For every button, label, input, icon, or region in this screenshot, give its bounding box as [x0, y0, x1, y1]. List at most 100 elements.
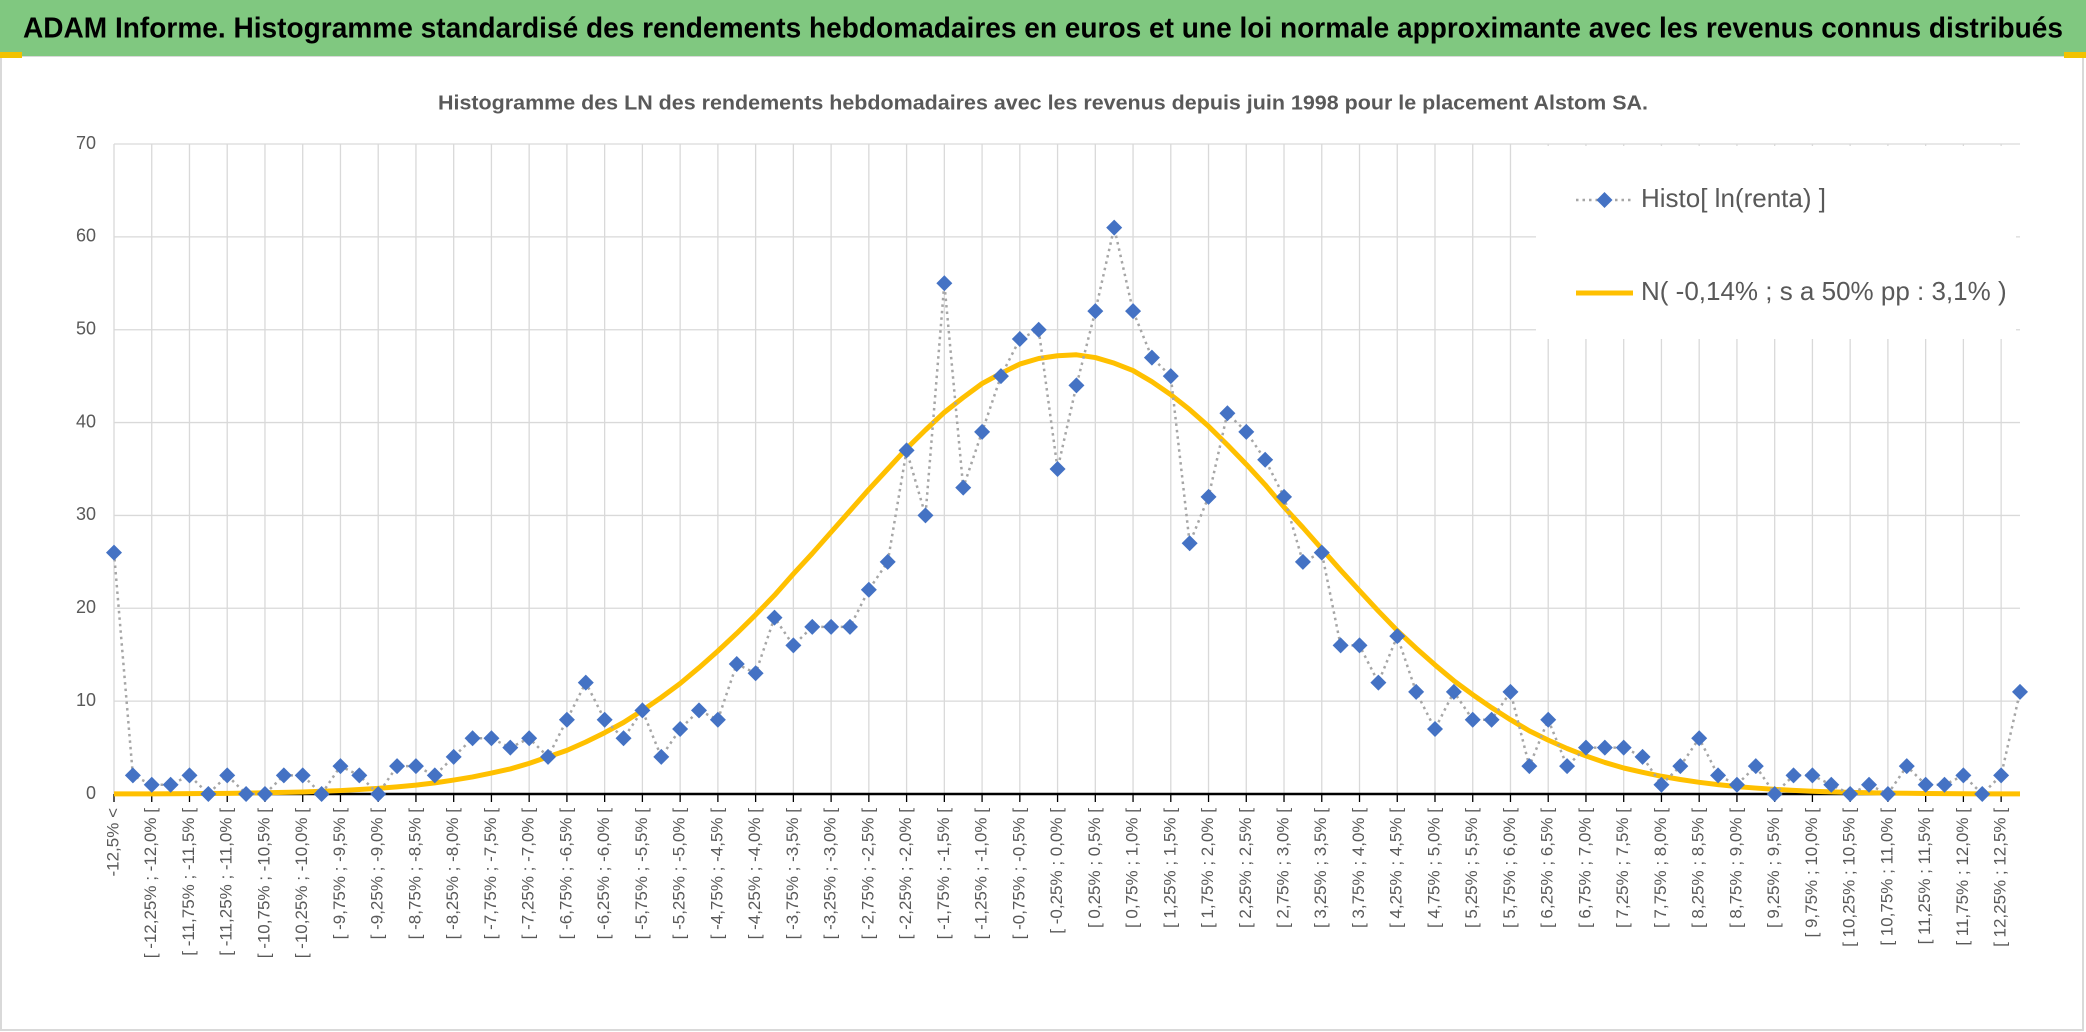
x-tick-label: [ 1,75% ; 2,0% [ [1198, 808, 1217, 928]
marker [955, 479, 972, 496]
marker [1068, 377, 1085, 394]
marker [275, 767, 292, 784]
marker [1728, 776, 1745, 793]
marker [1785, 767, 1802, 784]
x-tick-label: [ -12,25% ; -12,0% [ [141, 808, 160, 959]
marker [1294, 553, 1311, 570]
y-tick-label: 0 [86, 783, 96, 803]
marker [464, 730, 481, 747]
x-tick-label: [ -6,25% ; -6,0% [ [594, 808, 613, 940]
marker [785, 637, 802, 654]
x-tick-label: [ 4,25% ; 4,5% [ [1387, 808, 1406, 928]
marker [351, 767, 368, 784]
y-tick-label: 60 [76, 226, 96, 246]
marker [106, 544, 122, 561]
marker [1408, 683, 1425, 700]
marker [860, 581, 877, 598]
x-tick-label: [ 8,25% ; 8,5% [ [1689, 808, 1708, 928]
x-tick-label: [ -10,25% ; -10,0% [ [292, 808, 311, 959]
marker [558, 711, 575, 728]
marker [502, 739, 519, 756]
x-tick-label: [ 11,25% ; 11,5% [ [1915, 808, 1934, 945]
x-tick-label: [ -1,25% ; -1,0% [ [972, 808, 991, 940]
corner-mark [2064, 52, 2086, 58]
x-tick-label: [ 9,25% ; 9,5% [ [1764, 808, 1783, 928]
marker [1313, 544, 1330, 561]
marker [426, 767, 443, 784]
marker [200, 786, 217, 802]
marker [1747, 758, 1764, 775]
x-tick-label: [ 10,75% ; 11,0% [ [1877, 808, 1896, 946]
marker [1540, 711, 1557, 728]
x-tick-label: [ 2,25% ; 2,5% [ [1236, 808, 1255, 928]
marker [691, 702, 708, 719]
marker [653, 748, 670, 765]
x-tick-label: [ 9,75% ; 10,0% [ [1802, 808, 1821, 938]
corner-mark [0, 52, 22, 58]
marker [596, 711, 613, 728]
x-tick-label: [ -0,75% ; -0,5% [ [1009, 808, 1028, 940]
x-tick-label: [ -6,75% ; -6,5% [ [556, 808, 575, 940]
x-tick-label: [ 0,75% ; 1,0% [ [1123, 808, 1142, 928]
x-tick-label: [ 3,25% ; 3,5% [ [1311, 808, 1330, 928]
marker [804, 618, 821, 635]
x-tick-label: [ 2,75% ; 3,0% [ [1274, 808, 1293, 928]
legend [1536, 146, 2016, 339]
x-tick-label: [ 10,25% ; 10,5% [ [1840, 808, 1859, 947]
marker [1804, 767, 1821, 784]
x-tick-label: [ 6,75% ; 7,0% [ [1575, 808, 1594, 928]
marker [1577, 739, 1594, 756]
x-tick-label: [ -0,25% ; 0,0% [ [1047, 808, 1066, 934]
marker [1898, 758, 1915, 775]
y-tick-label: 50 [76, 318, 96, 338]
marker [1691, 730, 1708, 747]
marker [1370, 674, 1387, 691]
marker [1200, 488, 1217, 505]
x-tick-label: [ -11,25% ; -11,0% [ [217, 808, 236, 956]
marker [672, 721, 689, 737]
marker [1653, 776, 1670, 793]
marker [1257, 451, 1274, 468]
x-tick-label: [ 5,75% ; 6,0% [ [1500, 808, 1519, 928]
y-tick-label: 30 [76, 504, 96, 524]
marker [1879, 786, 1896, 802]
x-tick-label: [ -9,75% ; -9,5% [ [330, 808, 349, 940]
marker [540, 748, 557, 765]
marker [766, 609, 783, 626]
marker [841, 618, 858, 635]
marker [1389, 628, 1406, 645]
marker [483, 730, 500, 747]
marker [1219, 405, 1236, 422]
marker [294, 767, 311, 784]
y-tick-label: 70 [76, 133, 96, 153]
marker [1030, 321, 1047, 338]
x-tick-label: [ 3,75% ; 4,0% [ [1349, 808, 1368, 928]
marker [1615, 739, 1632, 756]
x-tick-label: [ -3,25% ; -3,0% [ [821, 808, 840, 940]
marker [370, 786, 387, 802]
marker [1502, 683, 1519, 700]
x-tick-label: [ -8,25% ; -8,0% [ [443, 808, 462, 940]
x-tick-label: [ -2,75% ; -2,5% [ [858, 808, 877, 940]
marker [1106, 219, 1123, 236]
marker [1426, 721, 1443, 737]
marker [407, 758, 424, 775]
marker [1634, 748, 1651, 765]
x-tick-label: [ -4,25% ; -4,0% [ [745, 808, 764, 940]
x-tick-label: [ -11,75% ; -11,5% [ [179, 808, 198, 956]
y-tick-label: 40 [76, 411, 96, 431]
x-tick-label: [ -3,75% ; -3,5% [ [783, 808, 802, 940]
marker [1917, 776, 1934, 793]
x-tick-label: [ -4,75% ; -4,5% [ [707, 808, 726, 940]
marker [389, 758, 406, 775]
legend-label: Histo[ ln(renta) ] [1641, 183, 1826, 213]
x-tick-label: [ -9,25% ; -9,0% [ [368, 808, 387, 940]
marker [143, 776, 160, 793]
marker [2012, 683, 2028, 700]
x-tick-label: [ -8,75% ; -8,5% [ [405, 808, 424, 940]
marker [823, 618, 840, 635]
x-tick-label: [ 12,25% ; 12,5% [ [1991, 808, 2010, 947]
marker [1955, 767, 1972, 784]
marker [219, 767, 236, 784]
